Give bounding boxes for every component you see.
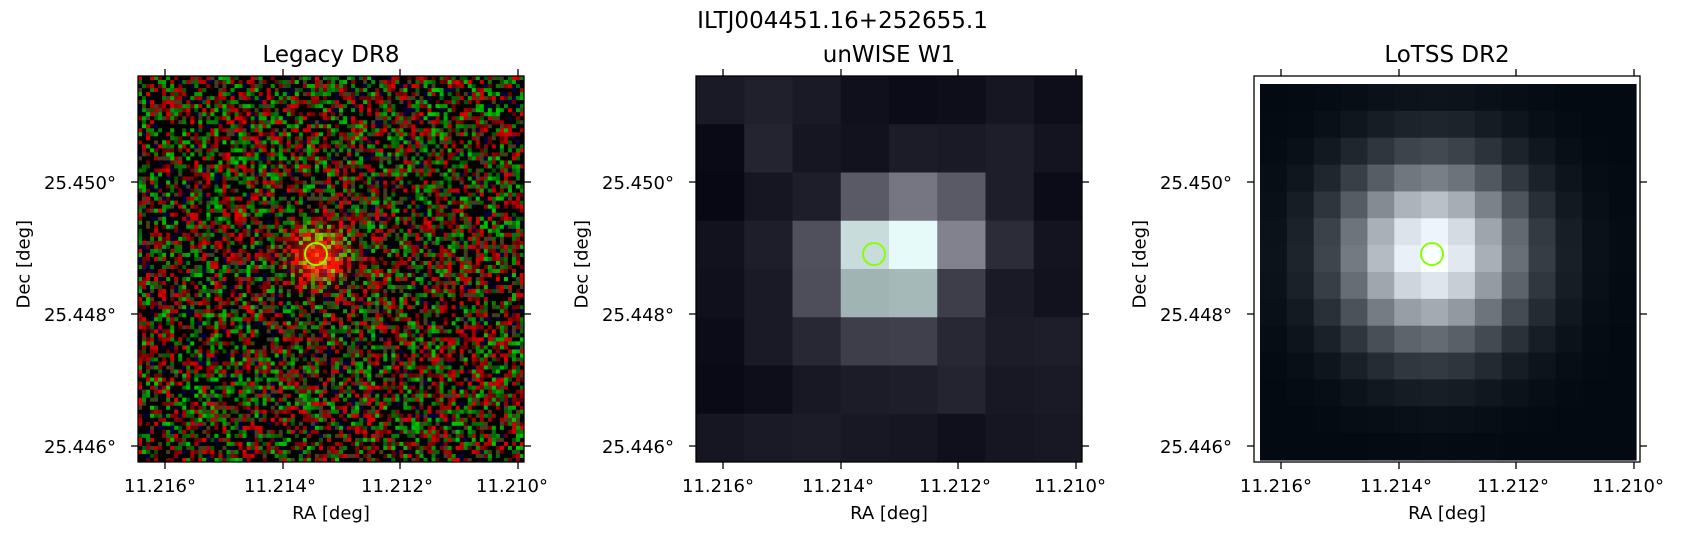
panel-lotss: LoTSS DR2 Dec [deg] 25.450° 25.448° 25.4… (1116, 0, 1676, 539)
x-tick: 11.212° (919, 476, 991, 497)
y-axis-label: Dec [deg] (13, 219, 35, 309)
y-tick: 25.450° (602, 173, 674, 194)
source-marker-circle (1420, 242, 1444, 266)
x-axis-label: RA [deg] (1408, 503, 1486, 524)
x-tick: 11.210° (1592, 476, 1664, 497)
x-axis-label: RA [deg] (850, 503, 928, 524)
x-tick: 11.214° (244, 476, 316, 497)
source-marker-circle (862, 242, 886, 266)
legacy-cutout (131, 69, 531, 469)
x-tick: 11.214° (802, 476, 874, 497)
x-tick: 11.216° (124, 476, 196, 497)
image-lotss-dr2 (1247, 69, 1647, 469)
image-legacy-dr8 (131, 69, 531, 469)
panel-unwise: unWISE W1 Dec [deg] 25.450° 25.448° 25.4… (558, 0, 1118, 539)
plot-frame (1253, 75, 1641, 463)
panel-title: unWISE W1 (822, 42, 956, 68)
unwise-cutout (689, 69, 1089, 469)
y-tick: 25.450° (44, 173, 116, 194)
image-unwise-w1 (689, 69, 1089, 469)
panel-legacy: Legacy DR8 Dec [deg] 25.450° 25.448° 25.… (0, 0, 560, 539)
lotss-cutout (1247, 69, 1647, 469)
y-tick: 25.446° (602, 437, 674, 458)
x-tick: 11.216° (1240, 476, 1312, 497)
x-tick: 11.210° (1034, 476, 1106, 497)
plot-frame (695, 75, 1083, 463)
y-tick: 25.448° (602, 305, 674, 326)
y-tick: 25.448° (44, 305, 116, 326)
y-axis-label: Dec [deg] (1129, 219, 1151, 309)
y-tick: 25.450° (1160, 173, 1232, 194)
panel-title: Legacy DR8 (262, 42, 400, 68)
y-tick: 25.446° (44, 437, 116, 458)
y-tick: 25.446° (1160, 437, 1232, 458)
y-axis-label: Dec [deg] (571, 219, 593, 309)
x-tick: 11.212° (361, 476, 433, 497)
x-axis-label: RA [deg] (292, 503, 370, 524)
figure-title: ILTJ004451.16+252655.1 (697, 8, 988, 34)
x-tick: 11.214° (1360, 476, 1432, 497)
source-marker-circle (304, 242, 328, 266)
x-tick: 11.212° (1477, 476, 1549, 497)
plot-frame (137, 75, 525, 463)
x-tick: 11.210° (476, 476, 548, 497)
x-tick: 11.216° (682, 476, 754, 497)
y-tick: 25.448° (1160, 305, 1232, 326)
panel-title: LoTSS DR2 (1384, 42, 1510, 68)
